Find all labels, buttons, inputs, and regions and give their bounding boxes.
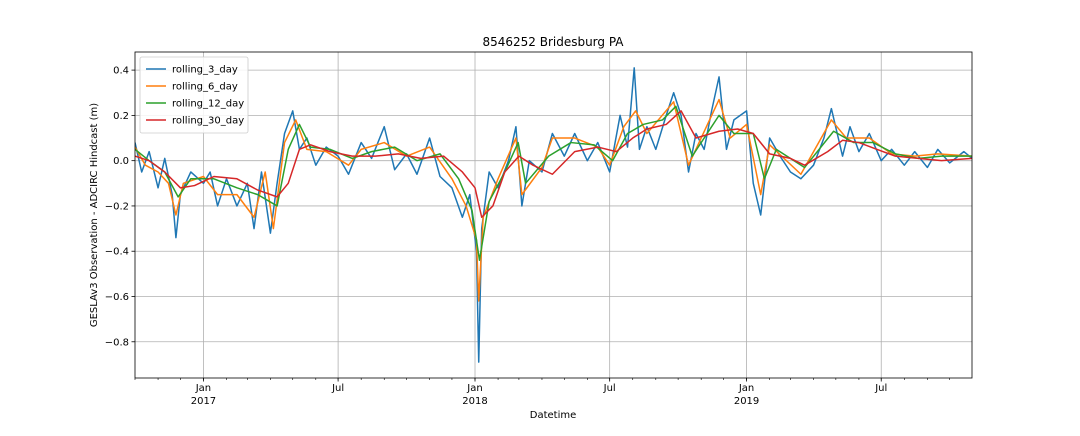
series-line-rolling_12_day (135, 105, 972, 262)
y-tick-label: −0.2 (105, 201, 129, 212)
y-tick-label: 0.0 (113, 156, 129, 167)
x-tick-year-label: 2017 (191, 396, 216, 407)
x-tick-label: Jul (874, 383, 887, 394)
y-tick-label: 0.2 (113, 111, 129, 122)
grid-layer (135, 52, 972, 378)
x-tick-year-label: 2019 (734, 396, 759, 407)
series-line-rolling_30_day (135, 110, 972, 219)
axis-layer: 0.4 0.2 0.0 −0.2 −0.4 −0.6 −0.8 Jan 2017 Jul Jan 20… (105, 66, 950, 407)
legend: rolling_3_day rolling_6_day rolling_12_day… (139, 56, 249, 134)
x-tick-label: Jul (331, 383, 344, 394)
legend-frame (139, 56, 249, 134)
chart-title: 8546252 Bridesburg PA (482, 35, 624, 49)
series-line-rolling_3_day (135, 67, 972, 363)
legend-label: rolling_12_day (172, 99, 244, 110)
series-layer (135, 67, 972, 363)
legend-label: rolling_6_day (172, 82, 238, 93)
x-tick-label: Jan (195, 383, 211, 394)
series-line-rolling_6_day (135, 98, 972, 302)
x-axis-label: Datetime (530, 410, 577, 421)
x-tick-year-label: 2018 (462, 396, 487, 407)
plot-frame (134, 51, 973, 379)
y-tick-label: −0.4 (105, 247, 129, 258)
y-tick-label: −0.6 (105, 292, 129, 303)
y-axis-label: GESLAv3 Observation - ADCIRC Hindcast (m… (89, 103, 100, 327)
legend-label: rolling_3_day (172, 65, 238, 76)
x-tick-label: Jan (466, 383, 482, 394)
y-tick-label: −0.8 (105, 337, 129, 348)
x-tick-label: Jan (738, 383, 754, 394)
x-tick-label: Jul (603, 383, 616, 394)
legend-label: rolling_30_day (172, 116, 244, 127)
y-tick-label: 0.4 (113, 66, 129, 77)
